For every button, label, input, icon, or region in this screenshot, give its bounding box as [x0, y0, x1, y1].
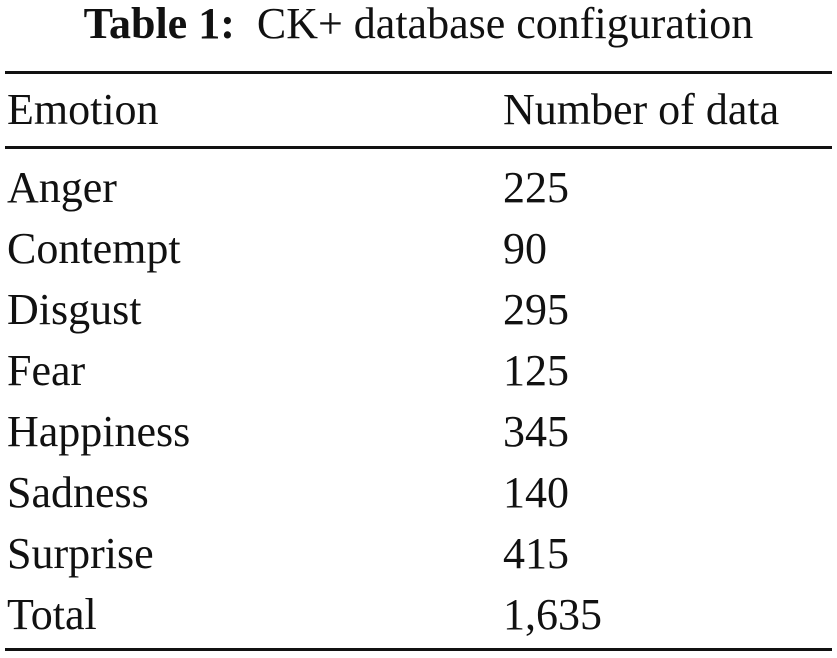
- count-cell: 415: [503, 529, 569, 578]
- table-row: Surprise 415: [0, 524, 837, 584]
- count-cell: 345: [503, 407, 569, 456]
- table-top-rule: [5, 71, 832, 74]
- emotion-cell: Anger: [7, 163, 117, 212]
- emotion-cell: Sadness: [7, 468, 149, 517]
- count-cell: 125: [503, 346, 569, 395]
- total-label-cell: Total: [7, 590, 97, 639]
- total-count-cell: 1,635: [503, 590, 602, 639]
- emotion-cell: Surprise: [7, 529, 154, 578]
- table-caption-text: CK+ database configuration: [256, 0, 754, 48]
- table-total-row: Total 1,635: [0, 585, 837, 645]
- emotion-cell: Fear: [7, 346, 86, 395]
- table-row: Sadness 140: [0, 463, 837, 523]
- table-header-row: Emotion Number of data: [0, 80, 837, 140]
- table-header-rule: [5, 146, 832, 149]
- table-row: Contempt 90: [0, 219, 837, 279]
- column-header-number-of-data: Number of data: [503, 85, 780, 134]
- count-cell: 90: [503, 224, 547, 273]
- count-cell: 140: [503, 468, 569, 517]
- table-row: Happiness 345: [0, 402, 837, 462]
- table-row: Anger 225: [0, 158, 837, 218]
- emotion-cell: Happiness: [7, 407, 191, 456]
- table-caption: Table 1: CK+ database configuration: [0, 0, 837, 58]
- table-caption-label: Table 1:: [83, 0, 235, 48]
- count-cell: 295: [503, 285, 569, 334]
- table-row: Fear 125: [0, 341, 837, 401]
- count-cell: 225: [503, 163, 569, 212]
- column-header-emotion: Emotion: [7, 85, 159, 134]
- table-bottom-rule: [5, 648, 832, 651]
- table-row: Disgust 295: [0, 280, 837, 340]
- emotion-cell: Contempt: [7, 224, 181, 273]
- emotion-cell: Disgust: [7, 285, 142, 334]
